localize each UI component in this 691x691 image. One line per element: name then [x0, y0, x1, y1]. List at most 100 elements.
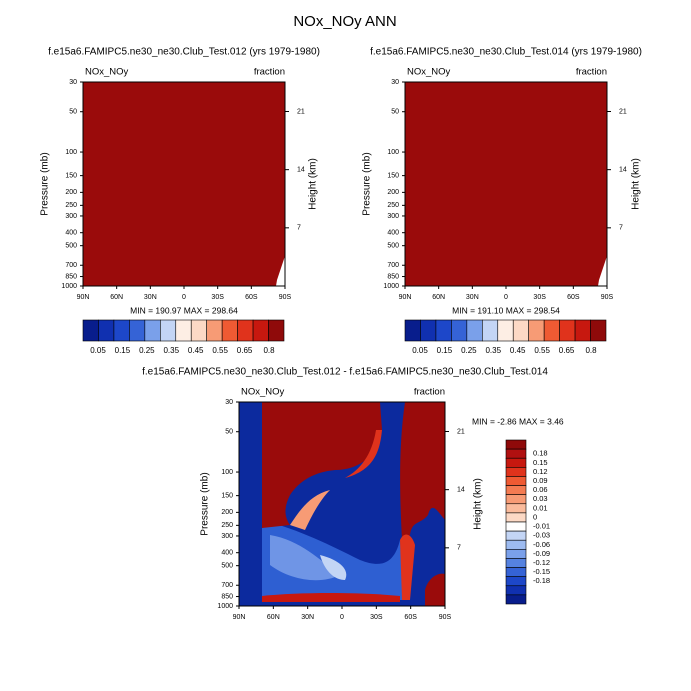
right-string: fraction: [414, 387, 445, 398]
colorbar-label: 0.55: [212, 346, 228, 355]
colorbar-label: 0.65: [237, 346, 253, 355]
colorbar-box: [559, 319, 576, 342]
x-tick-label: 90N: [77, 294, 90, 301]
left-string: NOx_NOy: [241, 387, 285, 398]
colorbar-box: [505, 494, 527, 505]
field-panel-1: [83, 82, 285, 286]
colorbar-label: 0.15: [115, 346, 131, 355]
colorbar-box: [505, 448, 527, 459]
x-tick-label: 90S: [439, 614, 452, 621]
colorbar-label: 0.25: [139, 346, 155, 355]
colorbar-label: 0.55: [534, 346, 550, 355]
colorbar-box: [512, 319, 529, 342]
colorbar-box: [98, 319, 115, 342]
colorbar-box: [528, 319, 545, 342]
field-panel-2: [405, 82, 607, 286]
y2-tick-label: 21: [297, 108, 305, 115]
colorbar-label: 0.35: [485, 346, 501, 355]
min-max-label: MIN = 190.97 MAX = 298.64: [130, 305, 238, 315]
y-tick-label: 250: [65, 202, 77, 209]
colorbar-box: [160, 319, 177, 342]
colorbar-label: 0.01: [533, 503, 548, 512]
y-tick-label: 300: [387, 213, 399, 220]
y2-tick-label: 14: [457, 487, 465, 494]
left-string: NOx_NOy: [407, 67, 451, 78]
colorbar-box: [268, 319, 285, 342]
y-tick-label: 30: [391, 79, 399, 86]
y-tick-label: 100: [387, 149, 399, 156]
colorbar-label: 0.15: [437, 346, 453, 355]
x-tick-label: 60S: [567, 294, 580, 301]
field-panel-3: [239, 402, 445, 606]
colorbar-label: -0.06: [533, 540, 550, 549]
colorbar-label: 0: [533, 512, 537, 521]
colorbar-box: [505, 539, 527, 550]
y-tick-label: 850: [65, 273, 77, 280]
colorbar-box: [543, 319, 560, 342]
colorbar-box: [420, 319, 437, 342]
y-tick-label: 250: [221, 522, 233, 529]
colorbar-box: [505, 567, 527, 577]
y-tick-label: 150: [65, 172, 77, 179]
y-tick-label: 250: [387, 202, 399, 209]
colorbar-box: [505, 576, 527, 587]
panel-title: f.e15a6.FAMIPC5.ne30_ne30.Club_Test.014 …: [370, 47, 642, 58]
colorbar-label: -0.15: [533, 567, 550, 576]
colorbar-box: [505, 558, 527, 568]
colorbar-label: -0.09: [533, 549, 550, 558]
colorbar-label: 0.45: [510, 346, 526, 355]
colorbar-box: [505, 439, 527, 450]
right-string: fraction: [576, 67, 607, 78]
y-tick-label: 200: [221, 509, 233, 516]
colorbar-label: -0.12: [533, 558, 550, 567]
y-tick-label: 30: [69, 79, 77, 86]
y-tick-label: 300: [65, 213, 77, 220]
colorbar-label: 0.8: [585, 346, 597, 355]
colorbar-box: [451, 319, 468, 342]
x-tick-label: 0: [340, 614, 344, 621]
colorbar-label: 0.12: [533, 467, 548, 476]
colorbar-label: 0.15: [533, 458, 548, 467]
x-tick-label: 60S: [245, 294, 258, 301]
colorbar-label: 0.35: [163, 346, 179, 355]
colorbar-box: [574, 319, 591, 342]
right-string: fraction: [254, 67, 285, 78]
colorbar-label: 0.06: [533, 485, 548, 494]
colorbar-box: [505, 476, 527, 486]
y-tick-label: 200: [387, 189, 399, 196]
panel-title: f.e15a6.FAMIPC5.ne30_ne30.Club_Test.012 …: [142, 367, 548, 378]
y-tick-label: 400: [387, 230, 399, 237]
colorbar-label: 0.09: [533, 476, 548, 485]
colorbar-label: 0.03: [533, 494, 548, 503]
colorbar-label: 0.25: [461, 346, 477, 355]
colorbar-box: [175, 319, 192, 342]
colorbar-box: [129, 319, 146, 342]
y-tick-label: 500: [65, 243, 77, 250]
x-tick-label: 90S: [279, 294, 292, 301]
colorbar-box: [505, 512, 527, 523]
y2-axis-label: Height (km): [631, 158, 642, 210]
x-tick-label: 90N: [399, 294, 412, 301]
colorbar-box: [404, 319, 421, 342]
colorbar-box: [505, 503, 527, 514]
panel-title: f.e15a6.FAMIPC5.ne30_ne30.Club_Test.012 …: [48, 47, 320, 58]
colorbar-label: 0.05: [90, 346, 106, 355]
colorbar-label: 0.8: [263, 346, 275, 355]
y-tick-label: 1000: [383, 283, 399, 290]
colorbar-label: 0.65: [559, 346, 575, 355]
colorbar-box: [505, 485, 527, 495]
min-max-label: MIN = 191.10 MAX = 298.54: [452, 305, 560, 315]
colorbar-box: [206, 319, 223, 342]
x-tick-label: 90S: [601, 294, 614, 301]
y-tick-label: 1000: [61, 283, 77, 290]
y2-tick-label: 21: [619, 108, 627, 115]
y-tick-label: 700: [65, 262, 77, 269]
y2-axis-label: Height (km): [473, 478, 484, 530]
y2-tick-label: 7: [457, 545, 461, 552]
x-tick-label: 0: [504, 294, 508, 301]
colorbar-label: -0.01: [533, 522, 550, 531]
colorbar-box: [505, 521, 527, 532]
colorbar-box: [505, 530, 527, 541]
y-tick-label: 300: [221, 533, 233, 540]
